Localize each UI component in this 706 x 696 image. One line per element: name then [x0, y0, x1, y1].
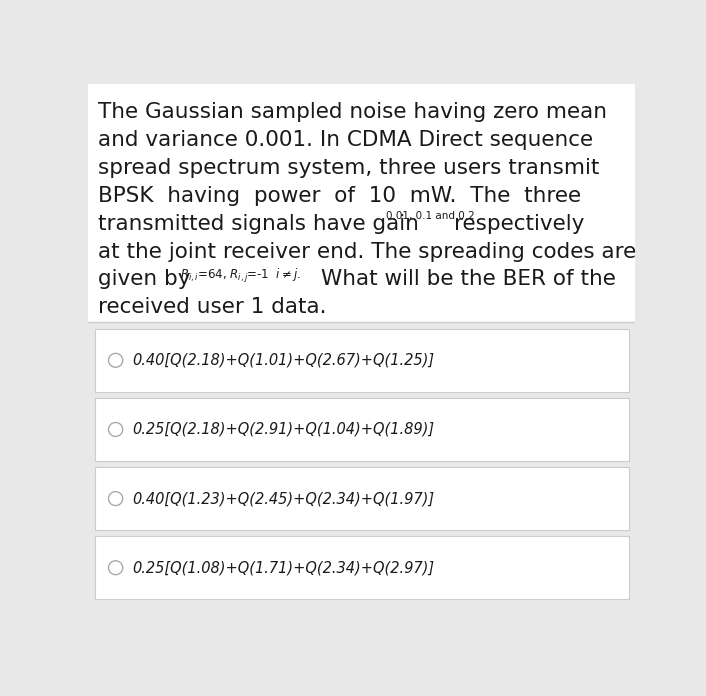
Text: respectively: respectively [454, 214, 584, 234]
Text: 0.40[Q(1.23)+Q(2.45)+Q(2.34)+Q(1.97)]: 0.40[Q(1.23)+Q(2.45)+Q(2.34)+Q(1.97)] [132, 491, 434, 506]
Text: What will be the BER of the: What will be the BER of the [321, 269, 616, 290]
Text: 0.25[Q(2.18)+Q(2.91)+Q(1.04)+Q(1.89)]: 0.25[Q(2.18)+Q(2.91)+Q(1.04)+Q(1.89)] [132, 422, 434, 437]
FancyBboxPatch shape [95, 329, 629, 392]
Text: received user 1 data.: received user 1 data. [98, 297, 327, 317]
FancyBboxPatch shape [95, 537, 629, 599]
Text: at the joint receiver end. The spreading codes are: at the joint receiver end. The spreading… [98, 242, 636, 262]
Text: 0.01, 0.1 and 0.2: 0.01, 0.1 and 0.2 [386, 210, 475, 221]
Text: BPSK  having  power  of  10  mW.  The  three: BPSK having power of 10 mW. The three [98, 186, 581, 206]
FancyBboxPatch shape [95, 398, 629, 461]
Text: $R_{i,i}$=64, $R_{i,j}$=-1  $i\neq j$.: $R_{i,i}$=64, $R_{i,j}$=-1 $i\neq j$. [180, 267, 301, 285]
Text: and variance 0.001. In CDMA Direct sequence: and variance 0.001. In CDMA Direct seque… [98, 130, 593, 150]
Text: The Gaussian sampled noise having zero mean: The Gaussian sampled noise having zero m… [98, 102, 607, 122]
FancyBboxPatch shape [95, 467, 629, 530]
Text: 0.40[Q(2.18)+Q(1.01)+Q(2.67)+Q(1.25)]: 0.40[Q(2.18)+Q(1.01)+Q(2.67)+Q(1.25)] [132, 353, 434, 367]
Text: 0.25[Q(1.08)+Q(1.71)+Q(2.34)+Q(2.97)]: 0.25[Q(1.08)+Q(1.71)+Q(2.34)+Q(2.97)] [132, 560, 434, 575]
Text: spread spectrum system, three users transmit: spread spectrum system, three users tran… [98, 158, 599, 178]
Text: given by: given by [98, 269, 191, 290]
FancyBboxPatch shape [88, 84, 635, 322]
Text: transmitted signals have gain: transmitted signals have gain [98, 214, 419, 234]
